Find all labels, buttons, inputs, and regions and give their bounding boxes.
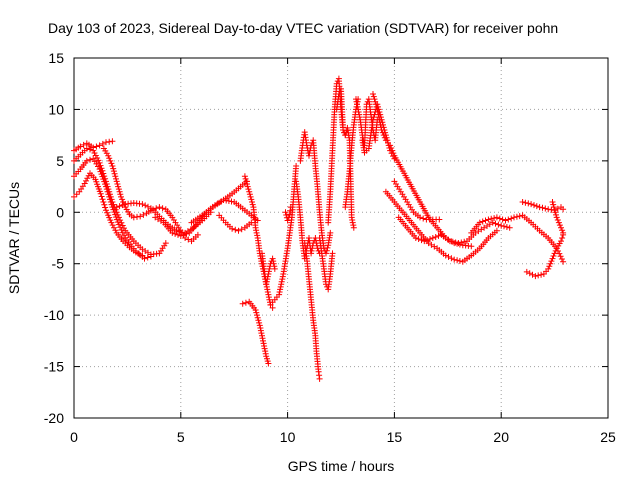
data-point-markers: [241, 173, 276, 311]
series-arc-11: [239, 298, 272, 367]
data-point-markers: [301, 240, 323, 382]
data-point-markers: [71, 170, 146, 259]
x-tick-label: 5: [177, 429, 185, 445]
data-point-markers: [71, 138, 116, 154]
data-point-markers: [382, 188, 500, 265]
data-point-markers: [391, 178, 443, 223]
y-tick-label: -20: [44, 410, 64, 426]
y-tick-label: 15: [48, 50, 64, 66]
y-tick-labels: 15 10 5 0 -5 -10 -15 -20: [44, 50, 64, 426]
data-point-markers: [549, 199, 567, 236]
x-axis-label: GPS time / hours: [288, 458, 395, 474]
data-point-markers: [239, 298, 272, 367]
data-point-markers: [316, 235, 336, 293]
series-arc-18: [316, 235, 336, 293]
data-point-markers: [267, 163, 300, 308]
data-point-markers: [282, 204, 294, 224]
chart-title: Day 103 of 2023, Sidereal Day-to-day VTE…: [48, 20, 558, 36]
data-point-markers: [188, 196, 261, 226]
x-tick-label: 25: [600, 429, 616, 445]
series-arc-26: [382, 188, 500, 265]
series-arc-4: [71, 138, 116, 154]
data-points: [71, 75, 567, 382]
series-arc-14: [282, 204, 294, 224]
series-arc-25: [391, 178, 443, 223]
grid-lines: [74, 58, 608, 418]
series-arc-12: [259, 250, 278, 288]
y-axis-label: SDTVAR / TECUs: [6, 182, 22, 294]
data-point-markers: [395, 214, 513, 247]
series-arc-31: [549, 199, 567, 236]
data-point-markers: [216, 212, 255, 234]
series-arc-3: [71, 170, 146, 259]
x-tick-label: 20: [493, 429, 509, 445]
y-tick-label: -15: [44, 359, 64, 375]
y-tick-label: 0: [56, 204, 64, 220]
series-arc-13: [267, 163, 300, 308]
series-arc-17: [301, 240, 323, 382]
x-tick-labels: 0 5 10 15 20 25: [70, 429, 616, 445]
plot-frame: [73, 57, 609, 419]
y-tick-label: -5: [52, 256, 65, 272]
series-arc-9: [216, 212, 255, 234]
data-point-markers: [71, 155, 154, 262]
series-arc-8: [188, 196, 261, 226]
series-arc-28: [468, 212, 567, 265]
series-arc-30: [523, 231, 567, 280]
y-tick-label: 5: [56, 153, 64, 169]
data-point-markers: [523, 231, 567, 280]
y-tick-label: -10: [44, 307, 64, 323]
data-point-markers: [297, 129, 334, 257]
x-tick-label: 10: [280, 429, 296, 445]
y-tick-label: 10: [48, 101, 64, 117]
series-arc-2: [71, 155, 154, 262]
x-tick-label: 15: [387, 429, 403, 445]
data-point-markers: [370, 91, 475, 250]
series-arc-27: [395, 214, 513, 247]
series-arc-29: [519, 199, 567, 214]
series-arc-10: [241, 173, 276, 311]
x-tick-label: 0: [70, 429, 78, 445]
series-arc-16: [297, 129, 334, 257]
data-point-markers: [259, 250, 278, 288]
data-point-markers: [468, 212, 567, 265]
series-arc-24: [370, 91, 475, 250]
data-point-markers: [519, 199, 567, 214]
